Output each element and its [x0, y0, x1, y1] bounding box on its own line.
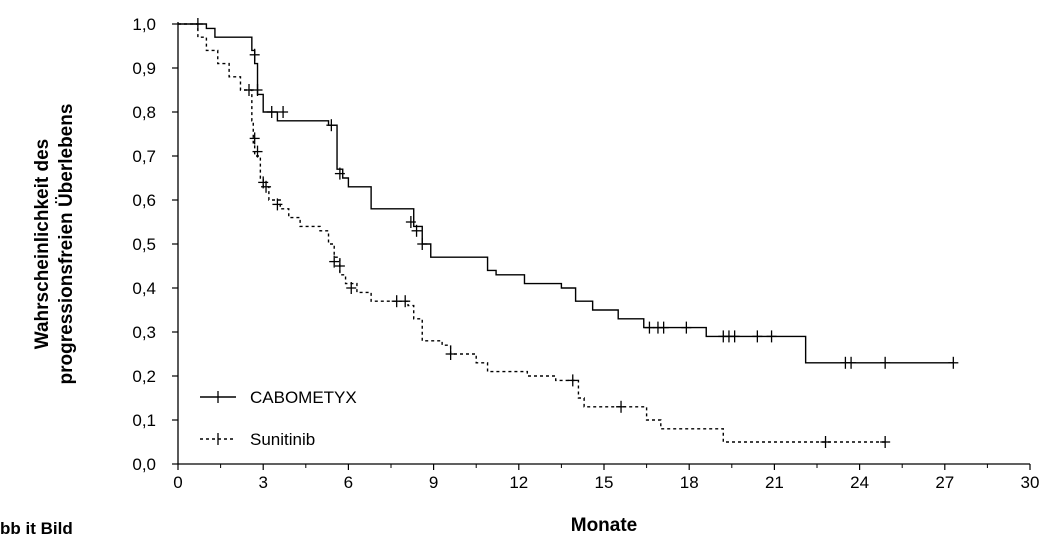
censor-mark — [658, 321, 669, 334]
x-tick-label: 18 — [680, 473, 699, 492]
censor-mark — [261, 180, 272, 193]
y-tick-label: 0,1 — [132, 411, 156, 430]
series-line — [178, 23, 886, 443]
censor-mark — [405, 216, 416, 228]
censor-mark — [391, 295, 402, 308]
legend-item-sunitinib: Sunitinib — [200, 430, 315, 449]
y-tick-label: 0,6 — [132, 191, 156, 210]
series-sunitinib — [178, 23, 891, 448]
plot-area — [178, 18, 959, 448]
x-tick-label: 27 — [935, 473, 954, 492]
censor-mark — [249, 48, 260, 61]
y-tick-label: 0,7 — [132, 147, 156, 166]
x-tick-label: 0 — [173, 473, 182, 492]
y-tick-label: 0,8 — [132, 103, 156, 122]
x-tick-label: 6 — [344, 473, 353, 492]
censor-mark — [252, 84, 263, 96]
axes: 0 3 6 9 12 15 18 21 24 27 30 0,0 0,1 0,2 0,3 0,4 0,5 0,6 0… — [132, 15, 1039, 492]
censor-mark — [766, 330, 777, 343]
x-tick-label: 15 — [595, 473, 614, 492]
y-tick-label: 0,2 — [132, 367, 156, 386]
censor-mark — [417, 238, 428, 250]
censor-mark — [729, 330, 740, 343]
censor-mark — [334, 260, 345, 272]
series-cabometyx — [178, 18, 959, 369]
censor-mark — [445, 348, 456, 360]
x-tick-label: 12 — [509, 473, 528, 492]
censor-mark — [278, 106, 289, 118]
censor-mark — [681, 321, 692, 334]
censor-mark — [329, 255, 340, 268]
censor-mark — [244, 84, 254, 96]
censor-mark — [346, 282, 357, 294]
y-tick-label: 0,9 — [132, 59, 156, 78]
censor-mark — [616, 400, 627, 413]
y-tick-label: 1,0 — [132, 15, 156, 34]
legend-label: CABOMETYX — [250, 388, 357, 407]
censor-mark — [846, 356, 857, 369]
censor-mark — [252, 145, 263, 158]
censor-mark — [400, 295, 411, 308]
y-axis-title-line-1: Wahrscheinlichkeit des — [32, 139, 53, 349]
censor-mark — [644, 321, 655, 334]
x-tick-label: 9 — [429, 473, 438, 492]
y-tick-label: 0,0 — [132, 455, 156, 474]
legend: CABOMETYX Sunitinib — [200, 388, 357, 449]
y-tick-label: 0,4 — [132, 279, 156, 298]
x-tick-label: 30 — [1021, 473, 1040, 492]
censor-mark — [249, 132, 260, 145]
censor-mark — [272, 198, 283, 211]
x-tick-label: 3 — [258, 473, 267, 492]
series-line — [178, 23, 954, 364]
y-tick-label: 0,5 — [132, 235, 156, 254]
legend-label: Sunitinib — [250, 430, 315, 449]
censor-mark — [752, 330, 763, 343]
x-axis-title: Monate — [571, 515, 638, 536]
y-axis-title-line-2: progressionsfreien Überlebens — [56, 104, 77, 385]
y-axis-title: Wahrscheinlichkeit des progressionsfreie… — [32, 104, 77, 385]
censor-mark — [567, 374, 578, 387]
legend-item-cabometyx: CABOMETYX — [200, 388, 357, 407]
x-tick-label: 24 — [850, 473, 869, 492]
censor-mark — [880, 356, 891, 369]
x-tick-label: 21 — [765, 473, 784, 492]
censor-mark — [948, 356, 959, 369]
censor-mark — [326, 119, 337, 132]
censor-mark — [266, 106, 277, 118]
censor-mark — [411, 224, 422, 237]
censor-mark — [334, 167, 345, 180]
y-tick-label: 0,3 — [132, 323, 156, 342]
censor-mark — [820, 436, 831, 448]
censor-mark — [880, 436, 891, 448]
footer-cut-text: bb it Bild — [0, 519, 73, 538]
